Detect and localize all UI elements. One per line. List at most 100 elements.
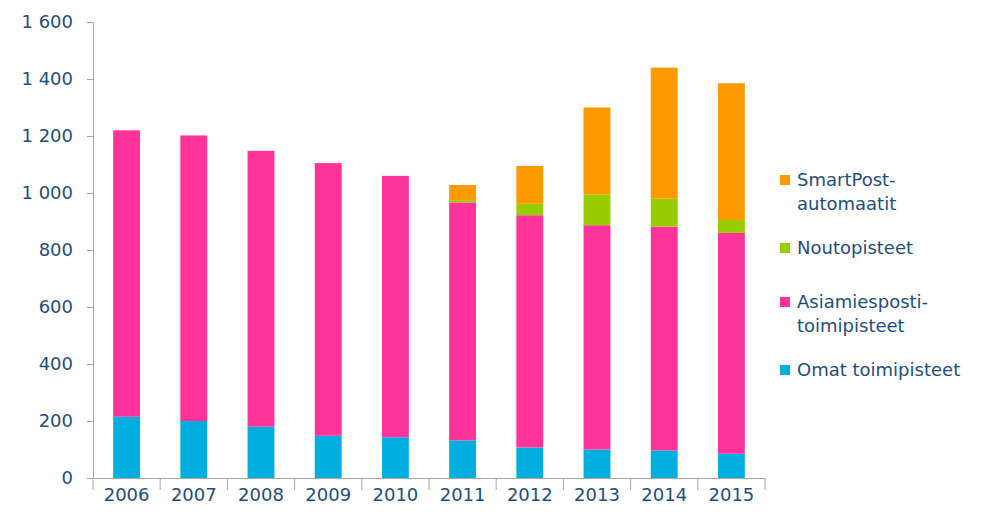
bar	[315, 163, 342, 164]
y-tick-mark	[87, 364, 93, 365]
x-tick: 2009	[305, 478, 351, 505]
y-tick-mark	[87, 193, 93, 194]
bar	[516, 215, 543, 447]
bar	[248, 150, 275, 151]
bar	[248, 427, 275, 478]
bar	[449, 200, 476, 202]
y-axis-line	[87, 23, 94, 479]
bar	[180, 135, 207, 136]
legend-item: SmartPost-automaatit	[780, 169, 896, 214]
bar	[180, 135, 207, 421]
series-bars	[113, 130, 745, 453]
y-tick-mark	[87, 136, 93, 137]
y-tick-mark	[87, 79, 93, 80]
x-tick: 2011	[440, 478, 486, 505]
bar	[382, 176, 409, 437]
bar	[449, 185, 476, 200]
bar	[651, 227, 678, 451]
bar	[651, 450, 678, 478]
y-tick: 1 600	[21, 11, 93, 32]
y-tick-label: 1 200	[21, 125, 73, 146]
bar	[584, 225, 611, 449]
x-tick-label: 2010	[372, 484, 418, 505]
bar	[516, 448, 543, 478]
x-tick: 2010	[372, 478, 418, 505]
series-bars	[449, 194, 745, 232]
category-separator	[765, 478, 766, 490]
bar	[382, 175, 409, 176]
series-bars	[449, 68, 745, 220]
bar	[718, 233, 745, 454]
legend-label-line: toimipisteet	[797, 315, 905, 336]
x-tick-label: 2009	[305, 484, 351, 505]
category-separator	[160, 478, 161, 490]
y-tick-label: 1 400	[21, 68, 73, 89]
y-axis: 02004006008001 0001 2001 4001 600	[21, 11, 93, 488]
bar	[718, 454, 745, 478]
bar	[718, 83, 745, 220]
y-tick: 600	[39, 296, 93, 317]
y-tick: 1 400	[21, 68, 93, 89]
legend-item: Noutopisteet	[780, 237, 913, 258]
bar	[382, 175, 409, 176]
bar	[651, 199, 678, 227]
x-tick-label: 2007	[171, 484, 217, 505]
bar	[449, 440, 476, 478]
y-tick: 1 200	[21, 125, 93, 146]
y-tick-mark	[87, 307, 93, 308]
bar	[248, 151, 275, 427]
x-tick-label: 2008	[238, 484, 284, 505]
legend-label-line: automaatit	[797, 193, 896, 214]
x-tick-label: 2011	[440, 484, 486, 505]
y-tick-mark	[87, 478, 93, 479]
chart: 02004006008001 0001 2001 4001 6002006200…	[0, 0, 1004, 532]
bar	[180, 421, 207, 478]
category-separator	[227, 478, 228, 490]
bar	[113, 130, 140, 131]
bar	[718, 220, 745, 233]
legend-label: Omat toimipisteet	[797, 359, 960, 380]
legend-item: Asiamiesposti-toimipisteet	[780, 291, 928, 336]
category-separator	[429, 478, 430, 490]
y-tick-mark	[87, 22, 93, 23]
bar	[113, 130, 140, 131]
x-tick-label: 2012	[507, 484, 553, 505]
legend-label: Asiamiesposti-toimipisteet	[797, 291, 928, 336]
x-tick: 2007	[171, 478, 217, 505]
series-bars	[113, 417, 745, 478]
category-separator	[697, 478, 698, 490]
bar	[584, 450, 611, 479]
x-tick: 2014	[641, 478, 687, 505]
bar	[315, 436, 342, 478]
y-tick: 1 000	[21, 182, 93, 203]
bar	[449, 202, 476, 440]
bar	[315, 163, 342, 164]
x-tick-label: 2013	[574, 484, 620, 505]
x-tick: 2015	[708, 478, 754, 505]
bars	[113, 68, 745, 478]
legend-label-line: Noutopisteet	[797, 237, 913, 258]
plot: 02004006008001 0001 2001 4001 6002006200…	[21, 11, 765, 505]
x-tick: 2012	[507, 478, 553, 505]
category-separators	[93, 478, 765, 490]
category-separator	[361, 478, 362, 490]
legend-label: Noutopisteet	[797, 237, 913, 258]
legend-label-line: Asiamiesposti-	[797, 291, 928, 312]
legend-label: SmartPost-automaatit	[797, 169, 896, 214]
bar	[248, 150, 275, 151]
legend-item: Omat toimipisteet	[780, 359, 960, 380]
category-separator	[496, 478, 497, 490]
x-tick: 2008	[238, 478, 284, 505]
x-tick: 2006	[104, 478, 150, 505]
y-tick-label: 400	[39, 353, 73, 374]
bar	[382, 437, 409, 478]
y-tick-mark	[87, 421, 93, 422]
bar	[516, 204, 543, 215]
legend: SmartPost-automaatit Noutopisteet Asiamies…	[780, 169, 960, 380]
bar	[113, 130, 140, 416]
bar	[651, 68, 678, 199]
y-tick: 0	[62, 467, 93, 488]
x-tick-label: 2015	[708, 484, 754, 505]
x-tick-label: 2014	[641, 484, 687, 505]
bar	[584, 108, 611, 195]
